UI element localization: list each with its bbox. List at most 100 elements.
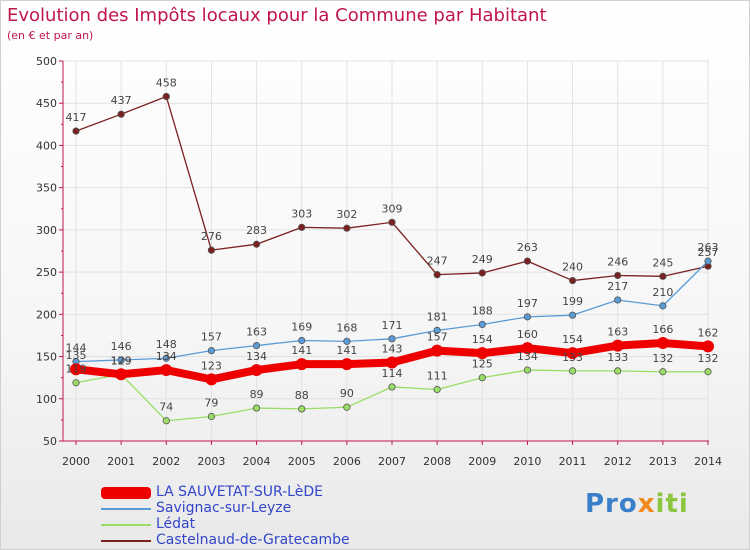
- x-tick-label: 2008: [423, 455, 451, 468]
- data-label: 437: [111, 94, 132, 107]
- chart-subtitle: (en € et par an): [7, 29, 94, 42]
- x-tick-label: 2004: [243, 455, 271, 468]
- data-point: [478, 269, 486, 277]
- data-point: [162, 354, 170, 362]
- data-point: [611, 339, 624, 352]
- data-label: 181: [427, 310, 448, 323]
- data-point: [656, 337, 669, 350]
- data-label: 132: [652, 352, 673, 365]
- data-label: 114: [382, 367, 403, 380]
- data-label: 134: [246, 350, 267, 363]
- x-tick-label: 2013: [649, 455, 677, 468]
- data-point: [566, 347, 579, 360]
- data-label: 132: [698, 352, 719, 365]
- data-label: 263: [517, 241, 538, 254]
- data-point: [433, 385, 441, 394]
- data-point: [476, 347, 489, 360]
- data-label: 74: [159, 401, 173, 414]
- data-point: [523, 257, 532, 265]
- y-tick-label: 300: [36, 224, 57, 237]
- data-label: 143: [382, 342, 403, 355]
- data-point: [160, 364, 173, 377]
- x-tick-label: 2001: [107, 455, 135, 468]
- data-label: 123: [201, 359, 222, 372]
- data-point: [388, 218, 396, 226]
- y-tick-label: 50: [43, 435, 57, 448]
- y-tick-label: 200: [36, 308, 57, 321]
- data-label: 134: [156, 350, 177, 363]
- data-label: 240: [562, 261, 583, 274]
- data-label: 168: [336, 321, 357, 334]
- data-point: [614, 271, 622, 280]
- data-label: 88: [295, 389, 309, 402]
- data-label: 245: [652, 256, 673, 269]
- data-point: [117, 110, 125, 118]
- data-point: [207, 347, 216, 355]
- data-point: [252, 341, 261, 350]
- y-tick-label: 400: [36, 139, 57, 152]
- data-label: 257: [698, 246, 719, 259]
- x-tick-label: 2010: [513, 455, 541, 468]
- legend-item: Lédat: [101, 516, 431, 533]
- data-label: 148: [156, 338, 177, 351]
- data-point: [205, 373, 218, 386]
- data-label: 160: [517, 328, 538, 341]
- data-point: [298, 223, 306, 231]
- data-point: [72, 379, 80, 387]
- data-point: [162, 92, 170, 101]
- data-point: [388, 383, 396, 391]
- data-point: [659, 272, 667, 280]
- data-point: [298, 405, 306, 413]
- y-tick-label: 500: [36, 55, 57, 68]
- chart-title: Evolution des Impôts locaux pour la Comm…: [7, 5, 547, 26]
- data-label: 263: [698, 241, 719, 254]
- grid: [63, 60, 709, 441]
- data-label: 133: [607, 351, 628, 364]
- data-label: 458: [156, 76, 177, 89]
- data-label: 276: [201, 230, 222, 243]
- legend: LA SAUVETAT-SUR-LèDE Savignac-sur-Leyze …: [101, 484, 431, 549]
- data-label: 303: [291, 207, 312, 220]
- legend-item: Savignac-sur-Leyze: [101, 500, 431, 517]
- data-label: 171: [382, 319, 403, 332]
- y-tick-label: 100: [36, 393, 57, 406]
- data-point: [250, 364, 263, 377]
- data-point: [614, 296, 622, 304]
- data-label: 141: [291, 344, 312, 357]
- data-label: 302: [336, 208, 357, 221]
- data-label: 129: [111, 354, 132, 367]
- x-tick-label: 2005: [288, 455, 316, 468]
- data-point: [386, 356, 398, 369]
- data-point: [568, 276, 577, 285]
- data-label: 144: [66, 342, 87, 355]
- data-label: 111: [427, 369, 448, 382]
- data-label: 163: [246, 326, 267, 339]
- data-label: 119: [66, 363, 87, 376]
- legend-swatch: [101, 508, 151, 510]
- data-point: [478, 374, 486, 382]
- data-point: [614, 367, 622, 375]
- data-point: [568, 367, 577, 375]
- legend-label: Lédat: [156, 516, 196, 532]
- proxiti-logo: Proxiti: [585, 489, 689, 519]
- y-tick-label: 250: [36, 266, 57, 279]
- data-label: 133: [562, 351, 583, 364]
- legend-label: Savignac-sur-Leyze: [156, 500, 292, 516]
- data-label: 249: [472, 253, 493, 266]
- data-label: 188: [472, 304, 493, 317]
- data-point: [343, 224, 351, 232]
- data-point: [523, 366, 532, 374]
- data-point: [523, 313, 532, 321]
- data-label: 146: [111, 340, 132, 353]
- x-tick-label: 2006: [333, 455, 361, 468]
- data-label: 246: [607, 255, 628, 268]
- data-point: [343, 337, 351, 345]
- data-label: 210: [652, 286, 673, 299]
- legend-swatch: [101, 487, 151, 499]
- data-labels: 417 437 458 276 283 303 302 309 247 249 263 240 246 2…: [66, 76, 719, 413]
- data-label: 134: [517, 350, 538, 363]
- data-point: [521, 342, 534, 355]
- data-label: 157: [427, 331, 448, 344]
- x-tick-label: 2000: [62, 455, 90, 468]
